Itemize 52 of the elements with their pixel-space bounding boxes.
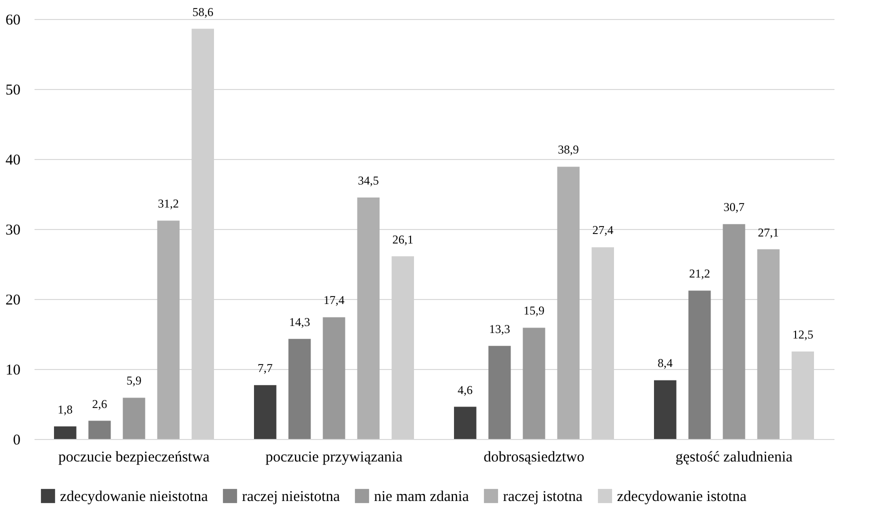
bar — [488, 346, 511, 439]
bar — [88, 420, 111, 439]
data-label: 5,9 — [126, 374, 142, 388]
bar — [522, 328, 546, 439]
y-tick-label: 50 — [6, 82, 20, 98]
legend-label: zdecydowanie nieistotna — [60, 489, 208, 505]
data-label: 15,9 — [524, 304, 544, 318]
data-label: 31,2 — [158, 196, 179, 211]
y-tick-label: 20 — [6, 292, 20, 308]
data-label: 1,8 — [58, 402, 73, 416]
x-tick-label: gęstość zaludnienia — [675, 450, 793, 466]
data-label: 27,4 — [592, 223, 614, 238]
data-label: 8,4 — [658, 356, 673, 370]
data-label: 12,5 — [792, 328, 814, 342]
legend-label: nie mam zdania — [374, 489, 470, 505]
data-label: 13,3 — [489, 322, 510, 336]
data-label: 38,9 — [558, 142, 579, 157]
y-tick-label: 30 — [6, 222, 20, 238]
bar — [357, 198, 380, 439]
bar — [288, 338, 311, 439]
x-tick-label: poczucie bezpieczeństwa — [58, 450, 210, 466]
bar — [157, 220, 180, 439]
bar — [654, 380, 676, 439]
bar — [757, 249, 780, 439]
x-tick-label: dobrosąsiedztwo — [484, 450, 584, 466]
data-label: 27,1 — [758, 225, 779, 240]
bar — [122, 398, 146, 439]
data-label: 14,3 — [289, 314, 310, 329]
y-tick-label: 10 — [6, 362, 20, 378]
data-label: 30,7 — [724, 200, 744, 214]
bar — [254, 385, 276, 439]
data-label: 4,6 — [458, 382, 473, 397]
y-tick-label: 60 — [6, 12, 20, 28]
x-tick-label: poczucie przywiązania — [266, 450, 403, 466]
bar — [322, 317, 346, 439]
legend-label: zdecydowanie istotna — [617, 489, 747, 505]
bar — [557, 166, 580, 439]
data-label: 26,1 — [392, 232, 414, 246]
y-tick-label: 0 — [13, 432, 20, 448]
bar — [454, 406, 476, 439]
bar — [688, 290, 711, 439]
data-label: 21,2 — [689, 266, 710, 281]
y-tick-label: 40 — [6, 152, 20, 168]
legend-label: raczej nieistotna — [242, 489, 340, 505]
data-label: 2,6 — [92, 396, 108, 411]
data-label: 58,6 — [192, 4, 214, 19]
data-label: 17,4 — [324, 293, 344, 308]
data-label: 34,5 — [358, 174, 379, 188]
data-label: 7,7 — [258, 361, 273, 376]
bar — [54, 426, 76, 439]
bar — [722, 224, 746, 439]
legend-label: raczej istotna — [503, 489, 583, 505]
